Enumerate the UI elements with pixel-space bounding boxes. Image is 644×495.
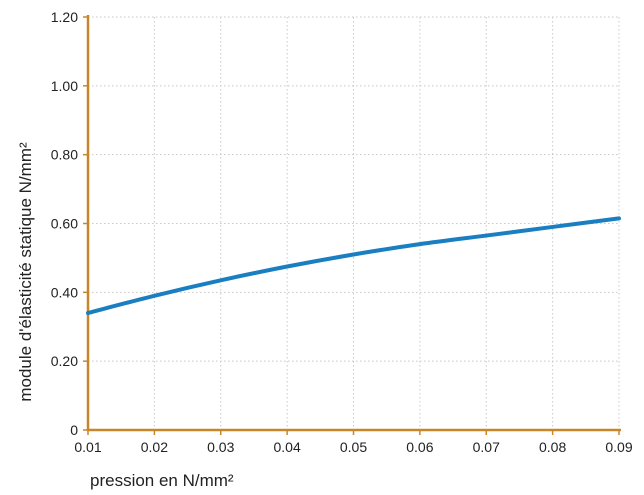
y-tick-label: 0 [70,422,78,438]
x-tick-label: 0.09 [605,439,632,455]
x-tick-label: 0.01 [74,439,101,455]
x-tick-label: 0.05 [340,439,367,455]
y-tick-label: 1.20 [51,9,78,25]
x-tick-label: 0.08 [539,439,566,455]
y-tick-label: 0.20 [51,353,78,369]
axes [83,15,621,435]
y-tick-label: 1.00 [51,78,78,94]
x-tick-label: 0.06 [406,439,433,455]
y-tick-label: 0.60 [51,216,78,232]
x-tick-label: 0.07 [473,439,500,455]
grid-lines [88,16,620,430]
x-tick-label: 0.03 [207,439,234,455]
x-tick-label: 0.04 [274,439,301,455]
y-tick-labels: 0 0.20 0.40 0.60 0.80 1.00 1.20 [51,9,78,438]
x-tick-labels: 0.01 0.02 0.03 0.04 0.05 0.06 0.07 0.08 0.09 [74,439,632,455]
y-axis-title: module d'élasticité statique N/mm² [16,142,35,402]
y-tick-label: 0.40 [51,284,78,300]
series-lines [86,216,621,315]
y-tick-label: 0.80 [51,147,78,163]
x-tick-label: 0.02 [141,439,168,455]
x-axis-title: pression en N/mm² [90,471,234,490]
series-line [86,216,621,315]
